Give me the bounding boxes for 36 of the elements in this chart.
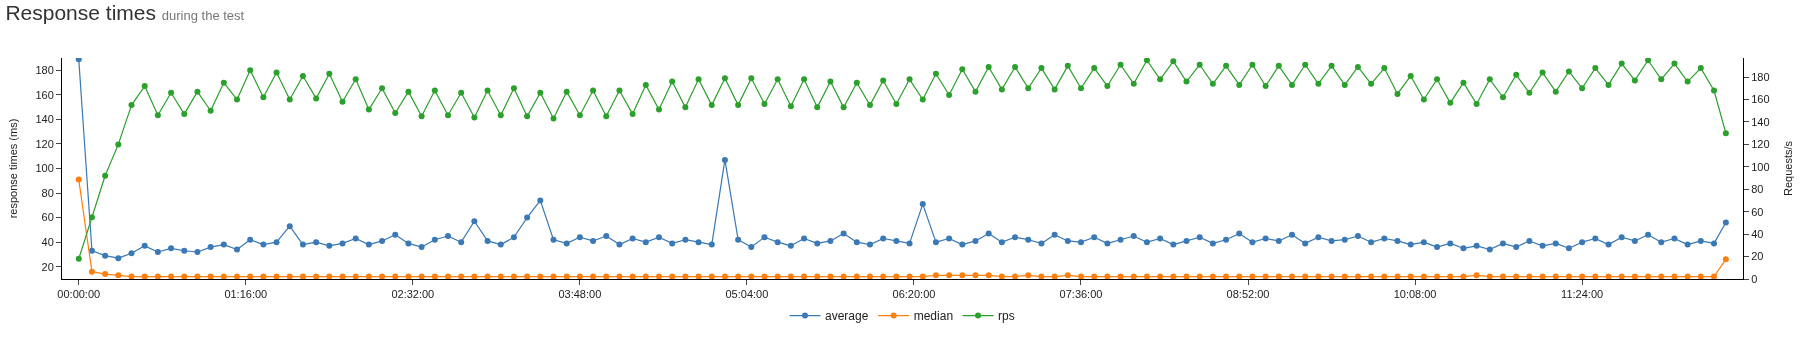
y2-tick-label: 60 <box>1751 205 1764 218</box>
y-axis-title: response times (ms) <box>7 118 20 219</box>
y-tick-label: 100 <box>35 162 54 175</box>
y2-tick-label: 120 <box>1751 138 1770 151</box>
y-tick-label: 20 <box>41 260 54 273</box>
y-tick-label: 40 <box>41 236 54 249</box>
y2-tick-label: 140 <box>1751 115 1770 128</box>
y2-tick-label: 0 <box>1751 272 1758 285</box>
legend-label: median <box>913 309 954 324</box>
x-tick-label: 00:00:00 <box>57 288 101 301</box>
x-tick-label: 10:08:00 <box>1393 288 1437 301</box>
chart-subtitle: during the test <box>161 7 245 23</box>
y-tick-label: 160 <box>35 88 54 101</box>
y2-tick-label: 80 <box>1751 183 1764 196</box>
legend-label: rps <box>998 309 1015 324</box>
x-tick-label: 08:52:00 <box>1226 288 1270 301</box>
x-tick-label: 07:36:00 <box>1059 288 1103 301</box>
y-tick-label: 140 <box>35 113 54 126</box>
x-tick-label: 02:32:00 <box>391 288 435 301</box>
x-tick-label: 06:20:00 <box>892 288 936 301</box>
x-tick-label: 05:04:00 <box>725 288 769 301</box>
x-tick-label: 01:16:00 <box>224 288 268 301</box>
y2-tick-label: 180 <box>1751 70 1770 83</box>
y-tick-label: 120 <box>35 137 54 150</box>
y-tick-label: 80 <box>41 186 54 199</box>
y2-axis-title: Requests/s <box>1781 140 1794 197</box>
y2-tick-label: 40 <box>1751 227 1764 240</box>
legend-label: average <box>825 309 869 324</box>
x-tick-label: 11:24:00 <box>1561 288 1604 301</box>
y2-tick-label: 160 <box>1751 93 1770 106</box>
x-tick-label: 03:48:00 <box>558 288 602 301</box>
y-tick-label: 60 <box>41 211 54 224</box>
y-tick-label: 180 <box>35 64 54 77</box>
y2-tick-label: 100 <box>1751 160 1770 173</box>
y2-tick-label: 20 <box>1751 250 1764 263</box>
chart-title: Response times <box>5 0 156 24</box>
